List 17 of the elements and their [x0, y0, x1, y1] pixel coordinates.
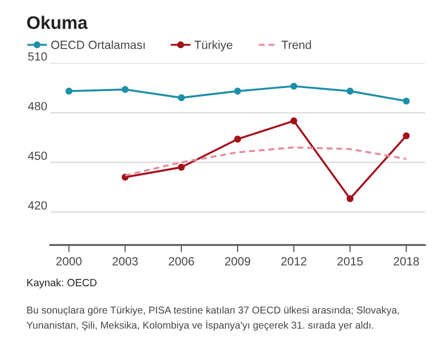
y-tick-label: 510	[28, 52, 47, 61]
x-tick-label: 2003	[112, 257, 138, 266]
y-tick-label: 480	[28, 102, 47, 110]
text: Kaynak: OECD	[27, 278, 97, 288]
x-tick-label: 2015	[338, 257, 363, 266]
x-tick-label: 2000	[56, 257, 82, 266]
x-tick-label: 2006	[168, 257, 194, 266]
x-tick-label: 2018	[394, 257, 419, 266]
y-tick-label: 450	[28, 152, 47, 160]
text: Bu sonuçlara göre Türkiye, PISA testine katılan 37 OECD ülkesi arasında; Slovakya, Yunanistan, Şili, Meksika, Kolombiya ve İspanya'yı geçerek 31. sırada yer aldı.	[26, 306, 399, 331]
legend-label: OECD Ortalaması	[51, 40, 145, 50]
legend-label: Türkiye	[194, 40, 232, 52]
x-tick-label: 2009	[225, 257, 250, 266]
legend-label: Trend	[282, 40, 311, 50]
x-tick-label: 2012	[281, 257, 306, 266]
y-tick-label: 420	[28, 201, 47, 210]
chart-title: Okuma	[27, 16, 88, 30]
